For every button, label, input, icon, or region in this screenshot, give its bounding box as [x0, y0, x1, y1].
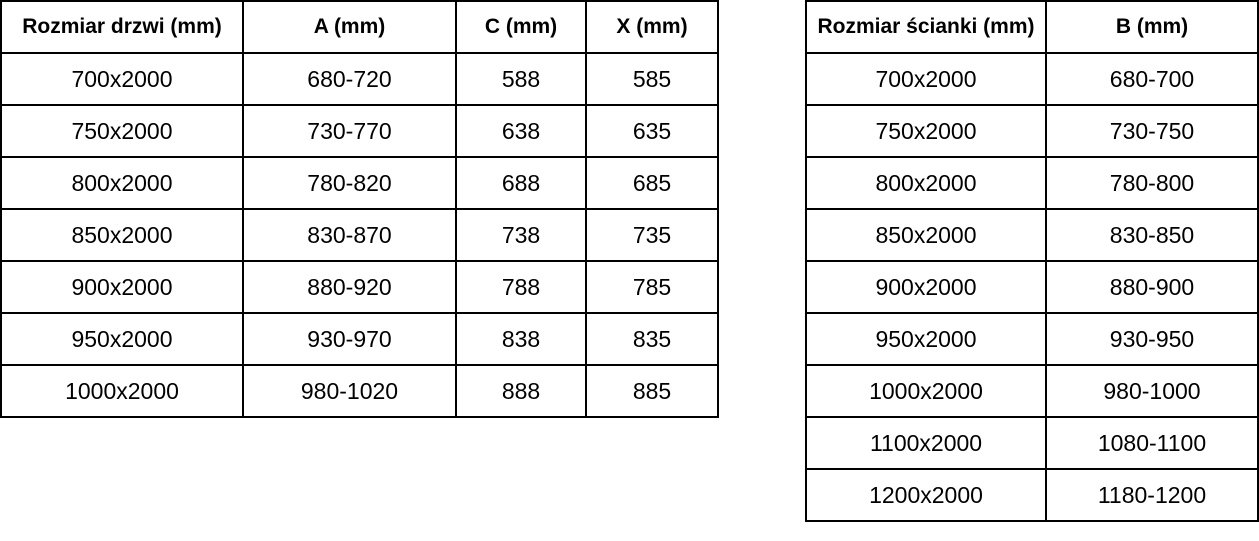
- table-cell: 780-800: [1045, 156, 1259, 210]
- table-cell: 730-770: [242, 104, 457, 158]
- door-table-header: Rozmiar drzwi (mm) A (mm) C (mm) X (mm): [0, 0, 719, 54]
- table-cell: 750x2000: [0, 104, 244, 158]
- table-cell: 700x2000: [805, 52, 1047, 106]
- table-cell: 850x2000: [805, 208, 1047, 262]
- header-row: Rozmiar drzwi (mm) A (mm) C (mm) X (mm): [0, 0, 719, 54]
- table-cell: 688: [455, 156, 587, 210]
- table-cell: 685: [585, 156, 719, 210]
- wall-dimensions-table: Rozmiar ścianki (mm) B (mm) 700x2000 680-7…: [805, 0, 1259, 522]
- table-cell: 785: [585, 260, 719, 314]
- table-row: 700x2000 680-700: [805, 52, 1259, 106]
- table-cell: 680-700: [1045, 52, 1259, 106]
- header-cell: B (mm): [1045, 0, 1259, 54]
- table-cell: 838: [455, 312, 587, 366]
- table-cell: 635: [585, 104, 719, 158]
- table-cell: 800x2000: [0, 156, 244, 210]
- table-cell: 980-1000: [1045, 364, 1259, 418]
- table-cell: 1000x2000: [0, 364, 244, 418]
- wall-table-header: Rozmiar ścianki (mm) B (mm): [805, 0, 1259, 54]
- table-cell: 1000x2000: [805, 364, 1047, 418]
- table-cell: 638: [455, 104, 587, 158]
- header-cell: C (mm): [455, 0, 587, 54]
- table-cell: 880-900: [1045, 260, 1259, 314]
- table-row: 900x2000 880-920 788 785: [0, 260, 719, 314]
- table-row: 850x2000 830-870 738 735: [0, 208, 719, 262]
- table-row: 700x2000 680-720 588 585: [0, 52, 719, 106]
- table-cell: 1100x2000: [805, 416, 1047, 470]
- table-row: 1200x2000 1180-1200: [805, 468, 1259, 522]
- table-cell: 780-820: [242, 156, 457, 210]
- table-cell: 835: [585, 312, 719, 366]
- table-cell: 900x2000: [805, 260, 1047, 314]
- table-cell: 730-750: [1045, 104, 1259, 158]
- header-cell: A (mm): [242, 0, 457, 54]
- wall-table-body: 700x2000 680-700 750x2000 730-750 800x2000 78…: [805, 52, 1259, 522]
- table-cell: 930-970: [242, 312, 457, 366]
- header-row: Rozmiar ścianki (mm) B (mm): [805, 0, 1259, 54]
- table-cell: 880-920: [242, 260, 457, 314]
- table-cell: 588: [455, 52, 587, 106]
- table-row: 950x2000 930-950: [805, 312, 1259, 366]
- table-row: 750x2000 730-750: [805, 104, 1259, 158]
- table-row: 950x2000 930-970 838 835: [0, 312, 719, 366]
- table-cell: 700x2000: [0, 52, 244, 106]
- door-table-body: 700x2000 680-720 588 585 750x2000 730-770 638 6…: [0, 52, 719, 418]
- table-cell: 735: [585, 208, 719, 262]
- table-cell: 950x2000: [805, 312, 1047, 366]
- door-dimensions-table: Rozmiar drzwi (mm) A (mm) C (mm) X (mm) 700…: [0, 0, 719, 418]
- table-cell: 680-720: [242, 52, 457, 106]
- table-cell: 885: [585, 364, 719, 418]
- table-cell: 1080-1100: [1045, 416, 1259, 470]
- table-row: 1100x2000 1080-1100: [805, 416, 1259, 470]
- header-cell: Rozmiar drzwi (mm): [0, 0, 244, 54]
- table-cell: 800x2000: [805, 156, 1047, 210]
- table-cell: 980-1020: [242, 364, 457, 418]
- table-cell: 788: [455, 260, 587, 314]
- table-cell: 1180-1200: [1045, 468, 1259, 522]
- table-cell: 738: [455, 208, 587, 262]
- table-cell: 850x2000: [0, 208, 244, 262]
- table-cell: 1200x2000: [805, 468, 1047, 522]
- table-cell: 888: [455, 364, 587, 418]
- table-row: 1000x2000 980-1020 888 885: [0, 364, 719, 418]
- table-cell: 750x2000: [805, 104, 1047, 158]
- table-cell: 900x2000: [0, 260, 244, 314]
- table-row: 750x2000 730-770 638 635: [0, 104, 719, 158]
- table-row: 800x2000 780-820 688 685: [0, 156, 719, 210]
- header-cell: X (mm): [585, 0, 719, 54]
- table-cell: 930-950: [1045, 312, 1259, 366]
- table-row: 1000x2000 980-1000: [805, 364, 1259, 418]
- table-cell: 830-850: [1045, 208, 1259, 262]
- table-row: 850x2000 830-850: [805, 208, 1259, 262]
- table-cell: 830-870: [242, 208, 457, 262]
- table-cell: 950x2000: [0, 312, 244, 366]
- header-cell: Rozmiar ścianki (mm): [805, 0, 1047, 54]
- table-row: 800x2000 780-800: [805, 156, 1259, 210]
- table-row: 900x2000 880-900: [805, 260, 1259, 314]
- table-cell: 585: [585, 52, 719, 106]
